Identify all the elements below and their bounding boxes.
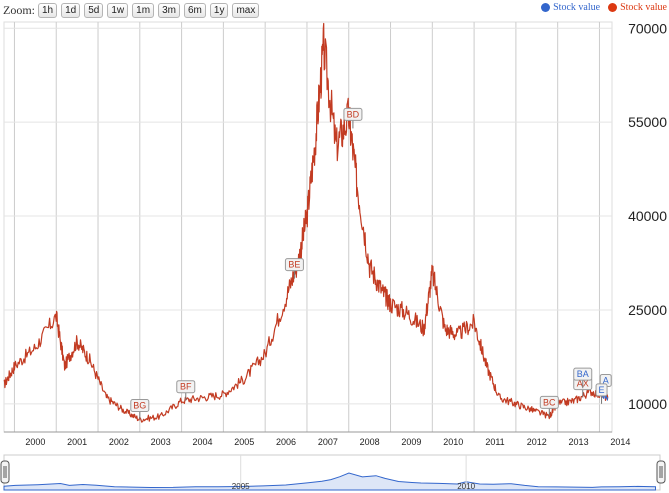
zoom-1d-button[interactable]: 1d bbox=[61, 2, 81, 18]
legend-label: Stock value bbox=[620, 2, 667, 13]
zoom-1y-button[interactable]: 1y bbox=[209, 2, 229, 18]
zoom-3m-button[interactable]: 3m bbox=[158, 2, 180, 18]
y-tick-label: 10000 bbox=[628, 396, 667, 412]
annotation-flag[interactable]: BA bbox=[573, 367, 593, 389]
annotation-label: BE bbox=[288, 260, 300, 270]
annotation-label: BF bbox=[180, 382, 192, 392]
annotation-flag[interactable]: E bbox=[595, 383, 608, 404]
zoom-5d-button[interactable]: 5d bbox=[84, 2, 104, 18]
zoom-1h-button[interactable]: 1h bbox=[38, 2, 58, 18]
navigator-left-handle[interactable] bbox=[0, 460, 10, 484]
x-tick-label: 2003 bbox=[151, 437, 171, 447]
series-layer bbox=[3, 22, 609, 423]
annotation-flag[interactable]: BG bbox=[130, 398, 150, 420]
annotation-label: A bbox=[603, 375, 609, 385]
plot-frame bbox=[3, 21, 613, 433]
axis-layer: 2000 2001 2002 2003 2004 2005 2006 2007 2008 2009… bbox=[4, 20, 667, 447]
annotation-flag[interactable]: BE bbox=[284, 258, 304, 279]
zoom-1w-button[interactable]: 1w bbox=[107, 2, 129, 18]
legend-item-blue[interactable]: Stock value bbox=[541, 2, 600, 13]
x-tick-label: 2013 bbox=[569, 437, 589, 447]
y-tick-label: 25000 bbox=[628, 302, 667, 318]
x-tick-label: 2014 bbox=[610, 437, 630, 447]
annotation-label: BD bbox=[347, 109, 360, 119]
zoom-bar: Zoom: 1h 1d 5d 1w 1m 3m 6m 1y max bbox=[3, 2, 263, 18]
x-tick-label: 2008 bbox=[360, 437, 380, 447]
x-tick-label: 2002 bbox=[109, 437, 129, 447]
zoom-1m-button[interactable]: 1m bbox=[132, 2, 155, 18]
annotation-label: BG bbox=[133, 400, 146, 410]
legend: Stock value Stock value bbox=[533, 2, 667, 13]
y-tick-label: 55000 bbox=[628, 114, 667, 130]
zoom-label: Zoom: bbox=[3, 2, 35, 17]
series-line bbox=[3, 22, 609, 423]
x-tick-label: 2006 bbox=[276, 437, 296, 447]
x-tick-label: 2010 bbox=[443, 437, 463, 447]
x-tick-label: 2001 bbox=[67, 437, 87, 447]
legend-dot-icon bbox=[608, 3, 618, 12]
y-tick-label: 40000 bbox=[628, 208, 667, 224]
legend-label: Stock value bbox=[553, 2, 601, 13]
x-tick-label: 2009 bbox=[401, 437, 421, 447]
x-tick-label: 2005 bbox=[234, 437, 254, 447]
navigator-right-handle[interactable] bbox=[656, 460, 666, 484]
legend-item-red[interactable]: Stock value bbox=[608, 2, 667, 13]
annotation-flag[interactable]: BC bbox=[539, 395, 559, 417]
annotation-label: E bbox=[599, 385, 605, 395]
x-tick-label: 2004 bbox=[192, 437, 212, 447]
zoom-6m-button[interactable]: 6m bbox=[183, 2, 206, 18]
y-tick-label: 70000 bbox=[628, 20, 667, 36]
x-tick-label: 2000 bbox=[25, 437, 45, 447]
x-tick-label: 2012 bbox=[527, 437, 547, 447]
navigator-tick-label: 2010 bbox=[457, 482, 475, 491]
x-tick-label: 2011 bbox=[485, 437, 504, 447]
annotation-label: BC bbox=[543, 397, 556, 407]
x-tick-label: 2007 bbox=[318, 437, 338, 447]
navigator-tick-label: 2005 bbox=[232, 482, 250, 491]
legend-dot-icon bbox=[541, 3, 551, 12]
annotation-label: BA bbox=[577, 369, 589, 379]
grid-layer bbox=[3, 21, 613, 433]
navigator: 2005 2010 bbox=[0, 454, 666, 491]
navigator-series bbox=[3, 472, 657, 491]
annotation-flag[interactable]: BD bbox=[343, 107, 363, 129]
zoom-max-button[interactable]: max bbox=[232, 2, 260, 18]
annotation-flag[interactable]: BF bbox=[176, 380, 196, 401]
